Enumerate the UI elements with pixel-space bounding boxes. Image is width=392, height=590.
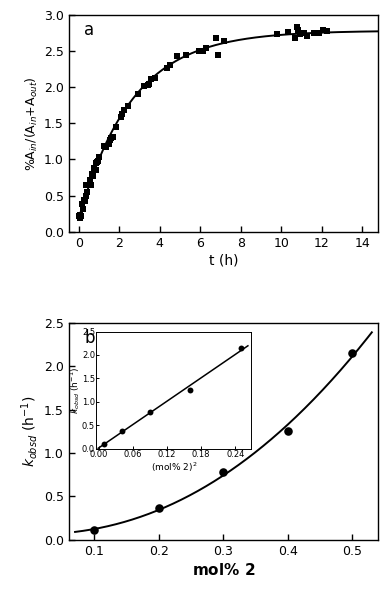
Point [103,142,109,151]
Point [94,157,100,166]
Point [285,427,291,436]
Y-axis label: %A$_{in}$/(A$_{in}$+A$_{out}$): %A$_{in}$/(A$_{in}$+A$_{out}$) [24,76,40,171]
Point [121,105,127,114]
Point [81,196,87,206]
Y-axis label: $k_{obsd}$ (h$^{-1}$): $k_{obsd}$ (h$^{-1}$) [18,396,40,467]
Point [106,140,112,149]
Point [113,122,119,132]
Point [200,46,206,55]
Point [83,191,89,201]
Point [76,213,83,222]
Point [76,210,83,219]
Point [134,89,141,99]
Point [87,181,94,190]
Point [174,51,180,61]
Point [311,28,318,38]
X-axis label: mol% $\mathbf{2}$: mol% $\mathbf{2}$ [192,562,255,578]
Point [294,26,301,35]
Point [296,29,303,38]
Point [213,33,220,42]
Point [316,28,323,38]
Point [125,101,132,110]
Point [79,199,85,209]
Point [107,135,114,145]
Point [285,27,291,36]
Point [82,196,88,205]
Point [274,30,280,39]
Point [324,27,330,36]
Point [89,171,96,181]
Point [91,163,98,172]
Point [148,74,154,84]
Point [320,25,326,34]
Point [118,113,124,122]
Text: b: b [84,329,94,348]
Point [292,33,298,42]
Point [151,74,158,83]
Point [145,79,152,88]
Point [78,212,84,221]
Point [183,50,189,59]
Point [164,63,171,73]
Point [167,60,173,70]
X-axis label: t (h): t (h) [209,254,238,268]
Point [220,467,227,477]
Point [93,166,99,175]
Point [294,22,300,32]
Point [95,156,102,165]
Point [301,28,307,38]
Point [214,50,221,60]
Point [93,165,99,175]
Point [83,180,89,189]
Point [109,133,116,142]
Point [101,142,107,151]
Text: a: a [84,21,94,40]
Point [145,80,151,90]
Point [196,47,203,56]
Point [156,503,162,513]
Point [76,211,82,221]
Point [108,134,114,143]
Point [96,152,102,162]
Point [203,44,209,53]
Point [89,169,95,179]
Point [93,158,99,168]
Point [80,204,86,214]
Point [304,31,310,40]
Point [87,175,93,185]
Point [91,526,98,535]
Point [220,37,227,46]
Point [82,195,88,205]
Point [141,81,147,91]
Point [119,109,125,119]
Point [349,349,356,358]
Point [83,187,90,196]
